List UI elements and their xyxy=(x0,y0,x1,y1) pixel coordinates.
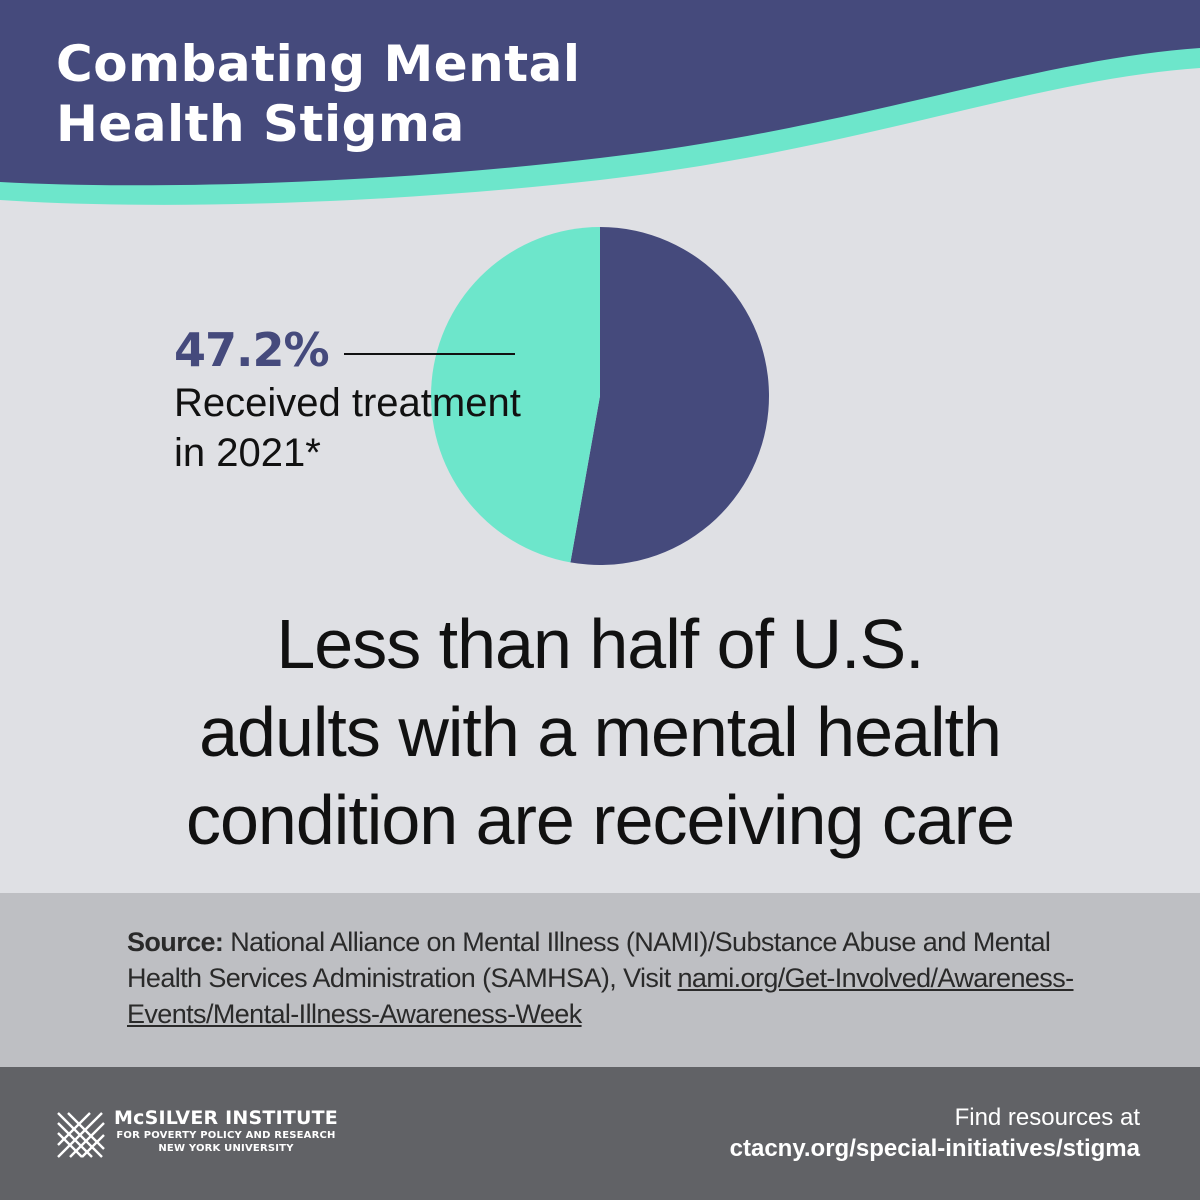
source-citation: Source: National Alliance on Mental Illn… xyxy=(127,924,1087,1032)
page-title-line2: Health Stigma xyxy=(56,95,465,153)
pie-slice-remainder xyxy=(570,227,770,565)
org-name-block: McSILVER INSTITUTE FOR POVERTY POLICY AN… xyxy=(112,1107,340,1155)
headline: Less than half of U.S. adults with a men… xyxy=(0,600,1200,864)
pie-callout: 47.2% Received treatment in 2021* xyxy=(174,322,534,478)
source-link[interactable]: nami.org/Get-Involved/Awareness-Events/M… xyxy=(127,963,1074,1029)
callout-label-line1: Received treatment xyxy=(174,381,521,425)
resources-label: Find resources at xyxy=(954,1104,1140,1131)
resources-block: Find resources at ctacny.org/special-ini… xyxy=(730,1103,1140,1165)
callout-value: 47.2% xyxy=(174,323,330,377)
page-title-line1: Combating Mental xyxy=(56,35,581,93)
headline-line1: Less than half of U.S. xyxy=(276,605,924,683)
source-band xyxy=(0,893,1200,1067)
page-title: Combating Mental Health Stigma xyxy=(56,34,756,154)
header-banner xyxy=(0,0,1200,205)
footer: McSILVER INSTITUTE FOR POVERTY POLICY AN… xyxy=(0,1067,1200,1200)
mcsilver-logo-icon xyxy=(57,1112,105,1158)
org-name: McSILVER INSTITUTE xyxy=(114,1107,338,1129)
source-label: Source: xyxy=(127,927,224,957)
header-wave-navy xyxy=(0,0,1200,186)
pie-chart xyxy=(431,227,770,565)
org-subtitle-2: NEW YORK UNIVERSITY xyxy=(158,1143,294,1154)
source-description: National Alliance on Mental Illness (NAM… xyxy=(127,927,1051,993)
callout-leader-line xyxy=(344,353,515,355)
callout-label-line2: in 2021* xyxy=(174,431,321,475)
pie-slice-received-treatment xyxy=(431,227,600,563)
resources-link[interactable]: ctacny.org/special-initiatives/stigma xyxy=(729,1135,1140,1162)
org-subtitle-1: FOR POVERTY POLICY AND RESEARCH xyxy=(116,1130,336,1141)
headline-line2: adults with a mental health xyxy=(199,693,1002,771)
headline-line3: condition are receiving care xyxy=(185,781,1015,859)
